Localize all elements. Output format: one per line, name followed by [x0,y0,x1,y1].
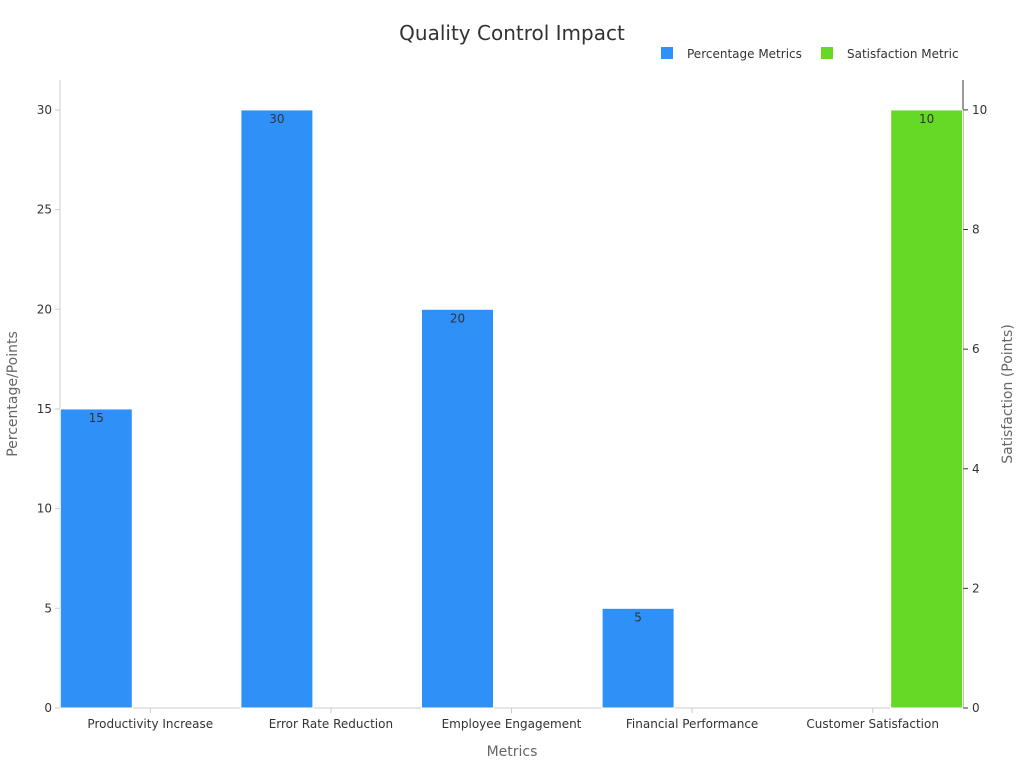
y-axis-right-title: Satisfaction (Points) [1000,324,1016,464]
bars-group [59,109,964,709]
y-left-tick-label: 20 [37,302,52,316]
bar[interactable] [240,109,314,709]
bar[interactable] [601,607,675,709]
y-right-tick-label: 6 [972,342,980,356]
x-tick-label: Financial Performance [626,717,758,731]
legend[interactable]: Percentage Metrics Satisfaction Metric [661,47,959,61]
y-left-tick-label: 0 [44,701,52,715]
x-axis: Productivity Increase Error Rate Reductio… [60,707,963,731]
x-tick-label: Productivity Increase [87,717,213,731]
y-axis-left-title: Percentage/Points [5,331,21,457]
y-right-tick-label: 4 [972,462,980,476]
legend-swatch-satisfaction [821,47,833,59]
x-tick-label: Employee Engagement [442,717,582,731]
bar[interactable] [59,408,133,709]
y-left-tick-label: 5 [44,601,52,615]
chart-title: Quality Control Impact [399,21,625,45]
y-right-tick-label: 8 [972,223,980,237]
bar-value-label: 30 [269,112,284,126]
y-axis-right: 0 2 4 6 8 10 [962,80,987,715]
legend-label-percentage: Percentage Metrics [687,47,802,61]
bar[interactable] [421,308,494,709]
y-left-tick-label: 10 [37,502,52,516]
bar-value-label: 10 [919,112,934,126]
y-right-tick-label: 10 [972,103,987,117]
legend-swatch-percentage [661,47,673,59]
bar-value-label: 20 [450,311,465,325]
x-tick-label: Customer Satisfaction [806,717,939,731]
y-left-tick-label: 15 [37,402,52,416]
y-axis-left: 0 5 10 15 20 25 30 [37,80,61,715]
x-axis-title: Metrics [487,744,538,760]
y-right-tick-label: 2 [972,581,980,595]
data-labels-group: 15 30 20 5 10 [89,112,935,624]
y-right-tick-label: 0 [972,701,980,715]
y-left-tick-label: 25 [37,203,52,217]
y-left-tick-label: 30 [37,103,52,117]
x-tick-label: Error Rate Reduction [269,717,393,731]
bar-value-label: 15 [89,411,104,425]
bar-value-label: 5 [634,610,642,624]
bar[interactable] [890,109,964,709]
legend-label-satisfaction: Satisfaction Metric [847,47,959,61]
